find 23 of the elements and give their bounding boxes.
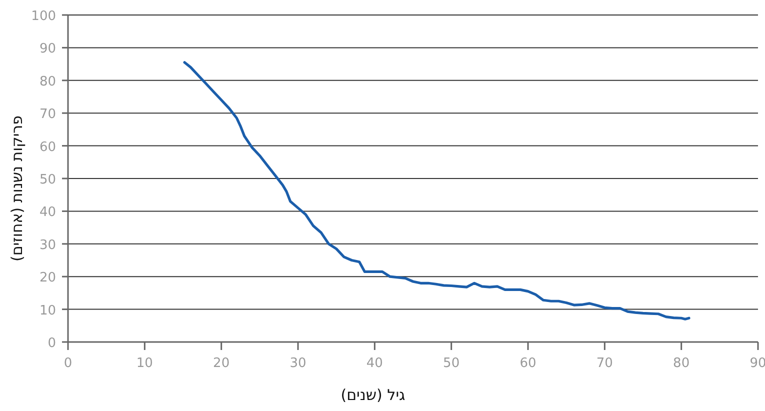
- y-tick-label: 0: [48, 336, 56, 351]
- x-tick-label: 70: [596, 356, 613, 371]
- y-tick-label: 50: [39, 172, 56, 188]
- y-axis-title: פריקות נשנות (אחוזים): [8, 115, 26, 262]
- x-tick-label: 80: [673, 356, 690, 371]
- y-tick-label: 80: [39, 74, 56, 90]
- x-tick-label: 30: [290, 356, 306, 371]
- y-tick-label: 30: [39, 238, 56, 253]
- x-tick-label: 50: [443, 356, 460, 371]
- y-tick-label: 10: [39, 303, 56, 318]
- x-axis-title: גיל (שנים): [340, 386, 406, 404]
- y-tick-label: 90: [39, 42, 56, 57]
- y-tick-label: 100: [31, 9, 56, 24]
- y-tick-label: 40: [39, 205, 56, 220]
- x-tick-label: 10: [136, 356, 153, 371]
- line-series: [183, 61, 690, 320]
- y-tick-label: 20: [39, 270, 56, 286]
- x-tick-label: 20: [213, 356, 230, 371]
- x-tick-label: 40: [366, 356, 383, 371]
- y-tick-label: 60: [39, 140, 56, 155]
- x-tick-label: 0: [64, 356, 72, 371]
- y-tick-label: 70: [39, 107, 56, 122]
- x-tick-label: 60: [520, 356, 536, 371]
